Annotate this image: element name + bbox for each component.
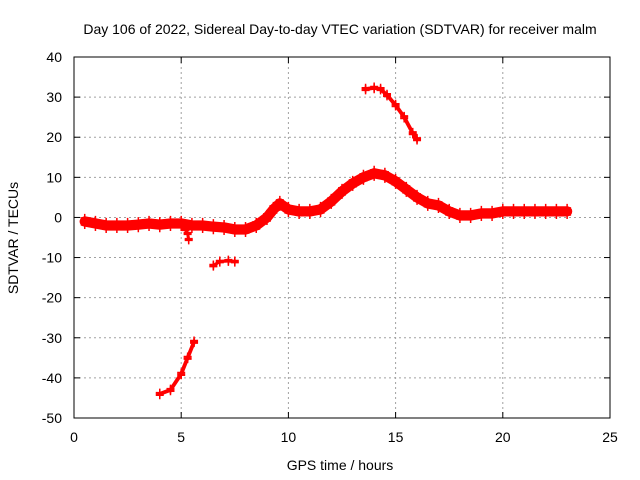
y-tick-label: 30 bbox=[46, 89, 62, 105]
y-tick-label: 40 bbox=[46, 49, 62, 65]
y-tick-label: 0 bbox=[54, 209, 62, 225]
x-tick-label: 20 bbox=[495, 429, 511, 445]
plus-marker bbox=[185, 235, 193, 243]
x-tick-label: 15 bbox=[388, 429, 404, 445]
y-tick-label: 20 bbox=[46, 129, 62, 145]
x-tick-label: 25 bbox=[602, 429, 618, 445]
sdtvar-chart: Day 106 of 2022, Sidereal Day-to-day VTE… bbox=[0, 0, 640, 480]
plot-frame bbox=[74, 57, 610, 418]
x-tick-label: 0 bbox=[70, 429, 78, 445]
series-main-band bbox=[81, 166, 571, 237]
chart-title: Day 106 of 2022, Sidereal Day-to-day VTE… bbox=[83, 21, 596, 37]
series-band-lower-track bbox=[160, 342, 194, 394]
data-series bbox=[81, 83, 571, 400]
x-tick-label: 10 bbox=[281, 429, 297, 445]
x-tick-label: 5 bbox=[177, 429, 185, 445]
y-tick-label: -50 bbox=[42, 410, 62, 426]
y-tick-label: -20 bbox=[42, 290, 62, 306]
y-tick-label: -40 bbox=[42, 370, 62, 386]
series-lower-track bbox=[156, 336, 198, 399]
y-tick-label: 10 bbox=[46, 169, 62, 185]
grid-lines bbox=[74, 57, 610, 418]
x-axis-label: GPS time / hours bbox=[287, 457, 394, 473]
series-upper-arc bbox=[362, 83, 421, 145]
y-tick-label: -30 bbox=[42, 330, 62, 346]
axis-ticks: 0 5 10 15 20 25 40 30 20 10 0 -10 -20 -30 -40 -50 bbox=[42, 49, 618, 445]
y-tick-label: -10 bbox=[42, 250, 62, 266]
y-axis-label: SDTVAR / TECUs bbox=[5, 182, 21, 294]
